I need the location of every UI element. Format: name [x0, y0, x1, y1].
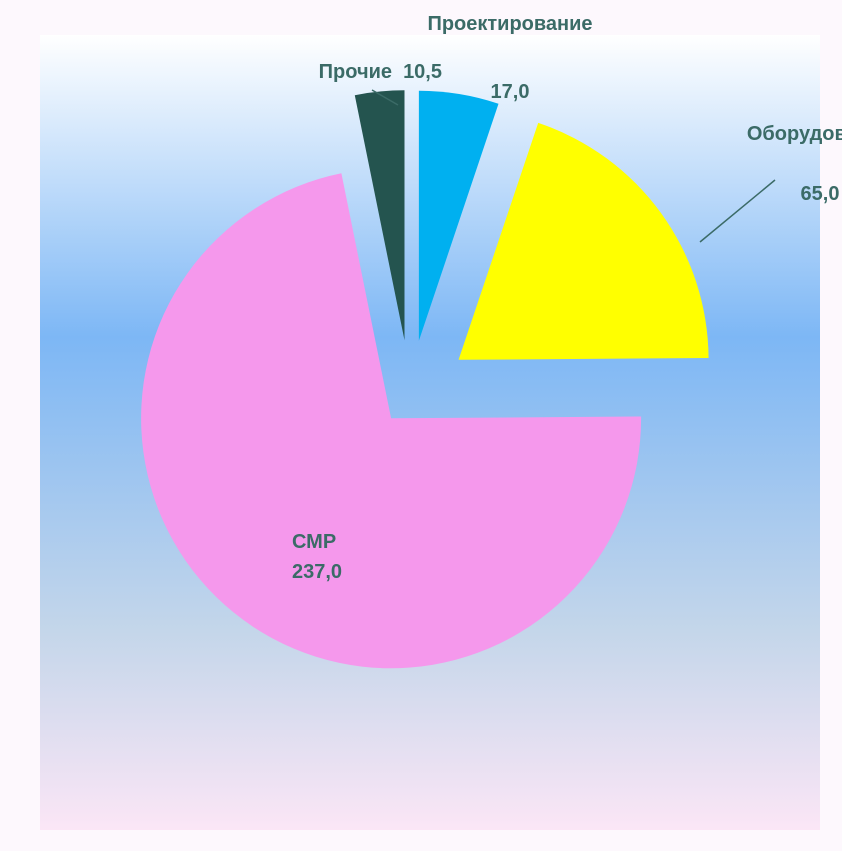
- pie-slice: [354, 90, 405, 341]
- category-label: Проектирование: [427, 13, 592, 35]
- pie-slice: [141, 173, 642, 669]
- category-label: СМР: [292, 531, 336, 553]
- value-label: 17,0: [491, 81, 530, 103]
- leader-line: [371, 89, 399, 106]
- value-label: 10,5: [403, 61, 442, 83]
- value-label: 65,0: [801, 183, 840, 205]
- category-label: Прочие: [319, 61, 392, 83]
- category-label: Оборудование: [747, 123, 842, 145]
- value-label: 237,0: [292, 561, 342, 583]
- pie: Проектирование 17,0 Оборудование 65,0 СМР 237…: [141, 13, 842, 669]
- leader-line: [699, 179, 776, 243]
- pie-slice: [458, 122, 709, 360]
- pie-slice: [418, 90, 499, 341]
